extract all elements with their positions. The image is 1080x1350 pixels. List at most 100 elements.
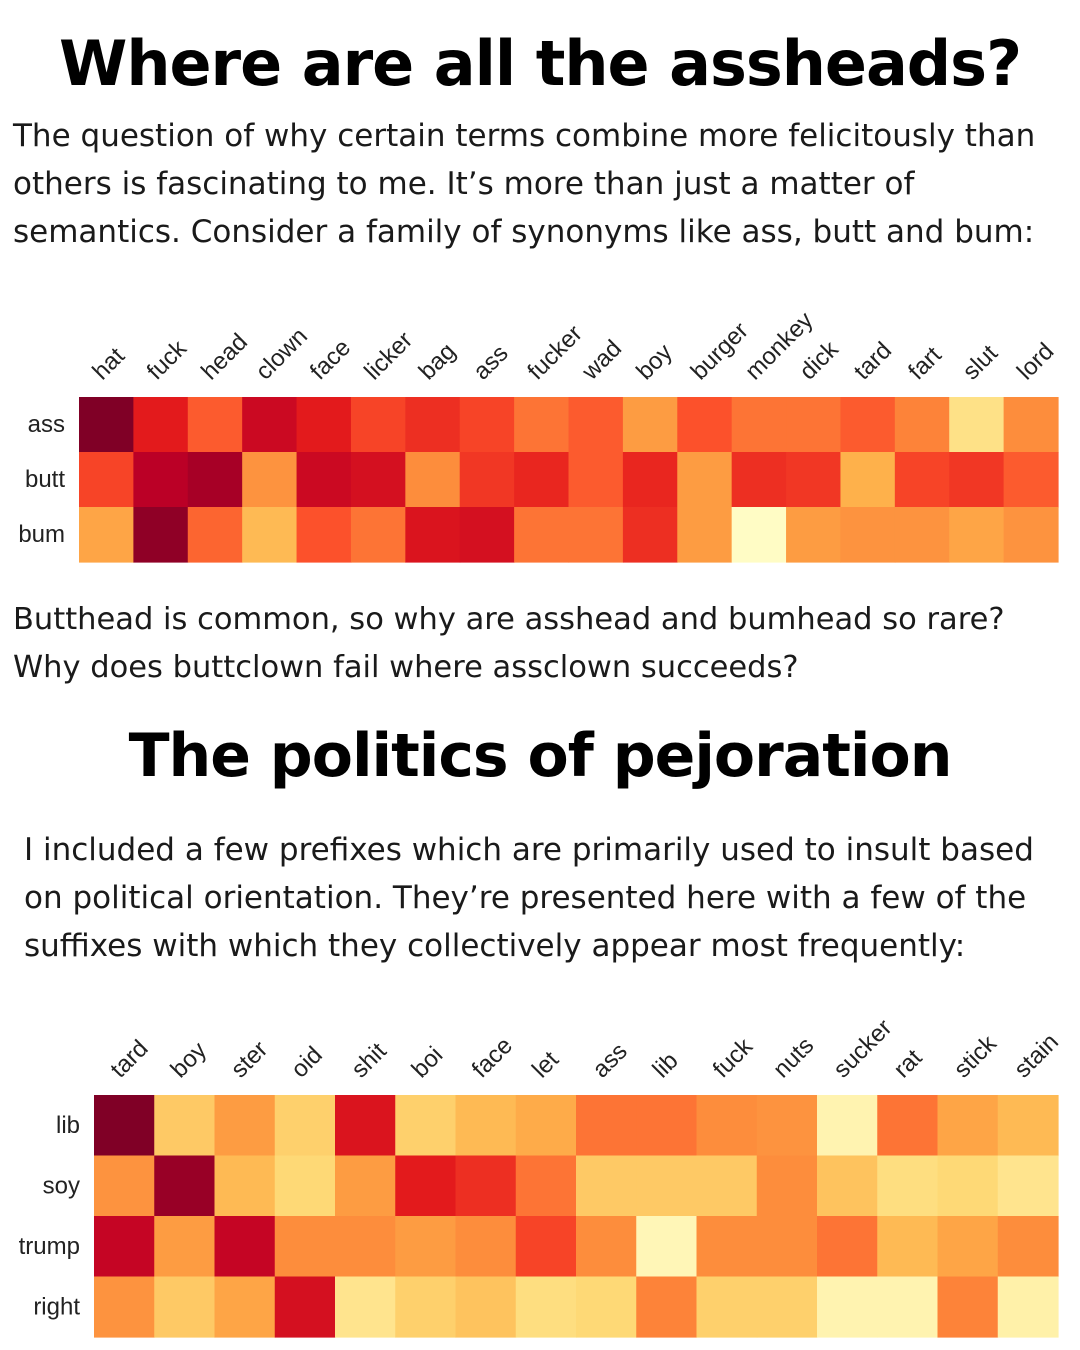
heatmap-political-prefixes: tard boy ster oid shit boi face let ass lib fuck nu… xyxy=(19,1014,1064,1338)
column-label-burger: burger xyxy=(686,317,754,385)
cell-butt-burger xyxy=(677,452,733,508)
cell-soy-ster xyxy=(214,1155,276,1217)
cell-ass-bag xyxy=(405,397,461,453)
column-label-ster: ster xyxy=(226,1036,273,1083)
cell-soy-stain xyxy=(997,1155,1059,1217)
cell-trump-face xyxy=(455,1216,517,1278)
cell-soy-ass xyxy=(576,1155,637,1217)
cell-soy-tard xyxy=(94,1155,155,1217)
cell-lib-stick xyxy=(937,1095,999,1157)
column-label-let: let xyxy=(527,1046,564,1083)
cell-lib-face xyxy=(455,1095,517,1157)
intro-paragraph: The question of why certain terms combin… xyxy=(13,118,1036,250)
column-label-slut: slut xyxy=(958,340,1004,386)
cell-right-tard xyxy=(94,1276,155,1338)
column-label-fucker: fucker xyxy=(522,320,587,385)
cell-lib-sucker xyxy=(817,1095,878,1157)
column-label-licker: licker xyxy=(359,327,418,386)
column-label-oid: oid xyxy=(286,1042,328,1084)
cell-right-ass xyxy=(576,1276,637,1338)
column-label-rat: rat xyxy=(889,1044,928,1083)
title-politics: The politics of pejoration xyxy=(128,721,953,791)
cell-ass-monkey xyxy=(731,397,787,453)
cell-lib-ass xyxy=(576,1095,637,1157)
column-label-dick: dick xyxy=(794,335,844,385)
cell-bum-slut xyxy=(949,507,1005,563)
row-label-butt: butt xyxy=(25,466,65,493)
cell-bum-bag xyxy=(405,507,461,563)
cell-ass-licker xyxy=(350,397,406,453)
column-label-stick: stick xyxy=(949,1030,1003,1084)
cell-butt-fuck xyxy=(133,452,189,508)
cell-butt-boy xyxy=(622,452,678,508)
cell-soy-stick xyxy=(937,1155,999,1217)
row-label-soy: soy xyxy=(43,1172,80,1199)
cell-trump-ass xyxy=(576,1216,637,1278)
column-label-fuck: fuck xyxy=(708,1032,759,1083)
cell-ass-tard xyxy=(840,397,896,453)
cell-ass-fuck xyxy=(133,397,189,453)
cell-butt-licker xyxy=(350,452,406,508)
cell-trump-shit xyxy=(335,1216,396,1278)
cell-lib-rat xyxy=(877,1095,939,1157)
cell-ass-fucker xyxy=(514,397,570,453)
cell-trump-oid xyxy=(274,1216,336,1278)
cell-lib-boy xyxy=(154,1095,216,1157)
cell-trump-nuts xyxy=(756,1216,818,1278)
cell-ass-slut xyxy=(949,397,1005,453)
cell-bum-ass xyxy=(459,507,515,563)
cell-lib-oid xyxy=(274,1095,336,1157)
cell-soy-let xyxy=(515,1155,577,1217)
cell-butt-head xyxy=(187,452,243,508)
row-label-bum: bum xyxy=(18,521,65,548)
politics-paragraph: I included a few prefixes which are prim… xyxy=(24,832,1034,964)
cell-trump-stick xyxy=(937,1216,999,1278)
cell-butt-lord xyxy=(1003,452,1059,508)
cell-trump-stain xyxy=(997,1216,1059,1278)
cell-ass-fart xyxy=(894,397,950,453)
cell-soy-shit xyxy=(335,1155,396,1217)
cell-right-sucker xyxy=(817,1276,878,1338)
cell-right-stick xyxy=(937,1276,999,1338)
column-label-ass: ass xyxy=(468,340,514,386)
cell-right-let xyxy=(515,1276,577,1338)
cell-ass-dick xyxy=(786,397,842,453)
cell-bum-hat xyxy=(79,507,134,563)
cell-soy-rat xyxy=(877,1155,939,1217)
cell-bum-face xyxy=(296,507,352,563)
cell-butt-dick xyxy=(786,452,842,508)
cell-ass-face xyxy=(296,397,352,453)
cell-ass-boy xyxy=(622,397,678,453)
cell-lib-shit xyxy=(335,1095,396,1157)
cell-bum-monkey xyxy=(731,507,787,563)
cell-butt-fart xyxy=(894,452,950,508)
cell-butt-face xyxy=(296,452,352,508)
column-label-head: head xyxy=(196,328,253,385)
cell-trump-tard xyxy=(94,1216,155,1278)
column-label-fuck: fuck xyxy=(142,334,193,385)
column-label-boy: boy xyxy=(631,339,677,385)
cell-soy-sucker xyxy=(817,1155,878,1217)
cell-bum-head xyxy=(187,507,243,563)
cell-ass-burger xyxy=(677,397,733,453)
cell-soy-boi xyxy=(395,1155,457,1217)
cell-bum-licker xyxy=(350,507,406,563)
cell-lib-nuts xyxy=(756,1095,818,1157)
row-label-right: right xyxy=(33,1293,80,1320)
column-label-clown: clown xyxy=(251,323,313,385)
column-label-hat: hat xyxy=(87,342,130,385)
column-label-lib: lib xyxy=(648,1047,684,1083)
column-label-tard: tard xyxy=(105,1035,153,1083)
cell-bum-lord xyxy=(1003,507,1059,563)
cell-soy-nuts xyxy=(756,1155,818,1217)
cell-right-nuts xyxy=(756,1276,818,1338)
cell-bum-fuck xyxy=(133,507,189,563)
cell-trump-ster xyxy=(214,1216,276,1278)
cell-trump-lib xyxy=(636,1216,698,1278)
cell-right-ster xyxy=(214,1276,276,1338)
cell-butt-ass xyxy=(459,452,515,508)
cell-trump-sucker xyxy=(817,1216,878,1278)
cell-lib-ster xyxy=(214,1095,276,1157)
cell-soy-fuck xyxy=(696,1155,758,1217)
